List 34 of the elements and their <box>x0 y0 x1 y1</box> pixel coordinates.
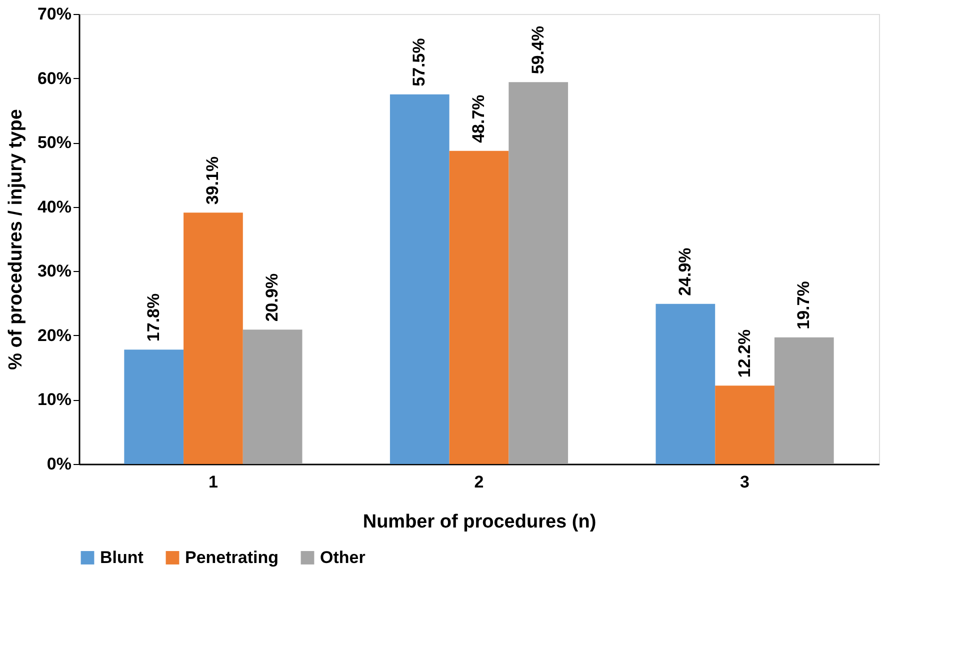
y-tick-label: 0% <box>46 454 72 474</box>
legend-label: Penetrating <box>185 548 279 567</box>
bar <box>184 212 243 464</box>
y-tick-label: 70% <box>37 4 72 24</box>
y-tick-label: 30% <box>37 262 72 281</box>
bar <box>508 82 568 464</box>
x-tick-label: 1 <box>208 472 218 492</box>
bar <box>390 94 450 464</box>
y-tick-label: 50% <box>37 133 72 152</box>
x-tick-label: 3 <box>740 472 750 492</box>
x-tick-label: 2 <box>474 472 484 492</box>
legend-label: Blunt <box>100 548 144 567</box>
bar <box>449 150 509 464</box>
y-tick-label: 20% <box>37 326 72 345</box>
y-tick-label: 10% <box>37 390 72 410</box>
data-label: 48.7% <box>469 94 488 143</box>
y-axis-title: % of procedures / injury type <box>5 109 26 370</box>
data-label: 57.5% <box>410 38 429 86</box>
data-label: 59.4% <box>528 26 548 74</box>
data-label: 19.7% <box>794 281 814 330</box>
x-axis-title: Number of procedures (n) <box>362 512 596 532</box>
bar <box>774 337 834 464</box>
bar <box>715 386 774 464</box>
legend-label: Other <box>320 548 366 567</box>
data-label: 24.9% <box>675 248 694 296</box>
data-label: 17.8% <box>144 293 163 342</box>
y-tick-label: 60% <box>37 68 72 88</box>
y-tick-label: 40% <box>37 197 72 216</box>
data-label: 39.1% <box>203 156 222 205</box>
bar <box>656 304 716 464</box>
bar <box>124 350 184 464</box>
data-label: 20.9% <box>262 273 282 322</box>
bar <box>242 330 302 464</box>
data-label: 12.2% <box>734 329 754 378</box>
